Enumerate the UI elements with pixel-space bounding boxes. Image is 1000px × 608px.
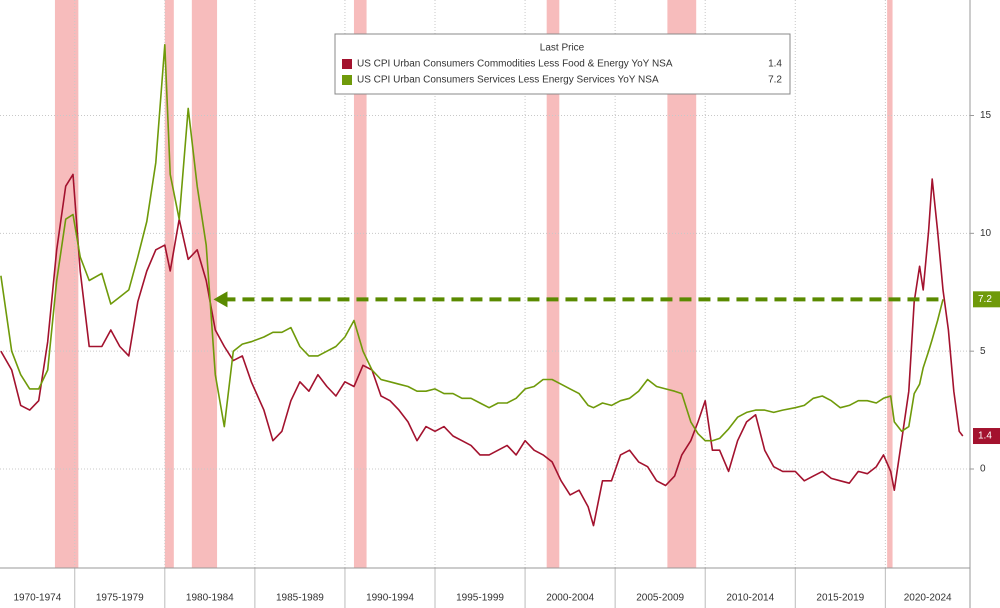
shaded-period — [353, 0, 367, 568]
x-tick-label: 1975-1979 — [96, 593, 144, 604]
legend-label: US CPI Urban Consumers Commodities Less … — [357, 59, 673, 70]
x-tick-label: 1985-1989 — [276, 593, 324, 604]
x-tick-label: 1970-1974 — [13, 593, 61, 604]
x-tick-label: 1990-1994 — [366, 593, 414, 604]
shaded-period — [546, 0, 560, 568]
legend-title: Last Price — [540, 43, 585, 54]
y-tick-label: 5 — [980, 346, 986, 357]
legend-swatch — [342, 75, 352, 85]
x-tick-label: 2010-2014 — [726, 593, 774, 604]
x-tick-label: 2015-2019 — [816, 593, 864, 604]
y-tick-label: 15 — [980, 110, 992, 121]
shaded-period — [887, 0, 893, 568]
lines-layer — [0, 44, 964, 527]
series-line — [0, 173, 964, 527]
last-value-label: 7.2 — [978, 294, 992, 305]
series-line — [0, 44, 944, 442]
last-value-tag — [973, 428, 1000, 445]
shaded-period — [54, 0, 79, 568]
shaded-period — [191, 0, 218, 568]
shaded-layer — [54, 0, 893, 568]
x-tick-label: 1995-1999 — [456, 593, 504, 604]
shaded-period — [164, 0, 174, 568]
arrow-head — [213, 291, 228, 308]
legend: Last Price US CPI Urban Consumers Commod… — [334, 33, 791, 95]
x-tick-label: 1980-1984 — [186, 593, 234, 604]
last-value-tag — [973, 291, 1000, 308]
y-tick-label: 10 — [980, 228, 992, 239]
last-value-label: 1.4 — [978, 431, 992, 442]
legend-value: 1.4 — [768, 59, 782, 70]
y-tick-label: 0 — [980, 464, 986, 475]
x-tick-label: 2005-2009 — [636, 593, 684, 604]
axes-layer: 0 5 10 15 1970-1974 1975-1979 1980-1984 1985-19… — [13, 110, 1000, 608]
legend-swatch — [342, 59, 352, 69]
x-tick-label: 2000-2004 — [546, 593, 594, 604]
legend-box — [334, 33, 791, 95]
x-tick-label: 2020-2024 — [904, 593, 952, 604]
legend-label: US CPI Urban Consumers Services Less Ene… — [357, 75, 659, 86]
shaded-period — [667, 0, 697, 568]
legend-value: 7.2 — [768, 75, 782, 86]
